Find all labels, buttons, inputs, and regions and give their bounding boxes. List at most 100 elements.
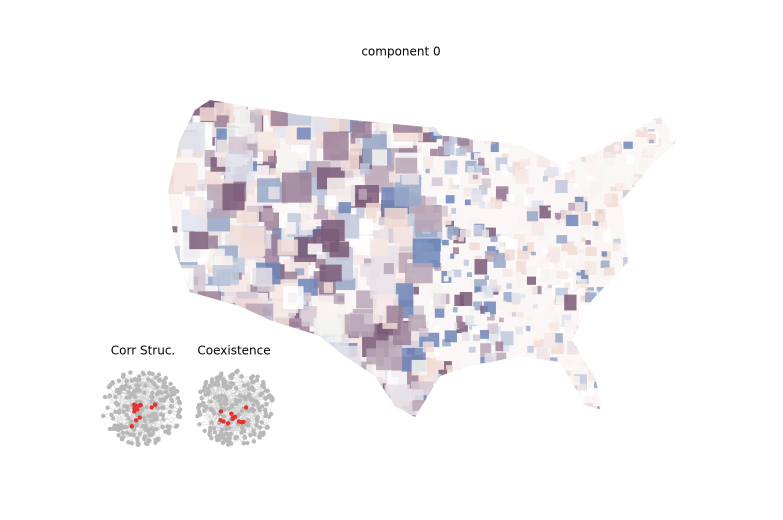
county: [455, 100, 464, 106]
node: [225, 436, 231, 441]
county: [534, 413, 547, 417]
county: [656, 217, 669, 231]
node: [259, 420, 264, 425]
county: [474, 363, 486, 373]
county: [589, 148, 594, 155]
county: [349, 402, 368, 417]
county: [606, 328, 618, 340]
county: [535, 393, 547, 407]
county: [168, 226, 178, 233]
county: [393, 226, 413, 247]
county: [644, 148, 654, 156]
node: [118, 387, 124, 392]
county: [224, 233, 235, 246]
county: [484, 250, 497, 262]
node: [113, 394, 118, 400]
node: [121, 374, 126, 379]
county: [677, 403, 678, 408]
node: [264, 401, 269, 407]
county: [222, 183, 245, 211]
county: [393, 417, 405, 430]
county: [235, 109, 250, 127]
county: [230, 310, 260, 344]
node: [166, 430, 172, 436]
county: [669, 131, 678, 142]
county: [567, 375, 580, 386]
county: [535, 415, 541, 417]
county: [620, 100, 626, 105]
county: [553, 420, 562, 430]
county: [662, 166, 674, 177]
county: [451, 269, 462, 278]
county: [359, 163, 370, 175]
county: [521, 130, 530, 137]
county: [226, 331, 243, 344]
node: [139, 407, 145, 412]
node: [140, 424, 146, 429]
county: [300, 357, 329, 394]
node: [233, 435, 238, 441]
county: [514, 394, 526, 403]
county: [600, 351, 608, 359]
node: [120, 430, 125, 436]
county: [500, 164, 507, 171]
county: [677, 270, 678, 275]
county: [460, 221, 468, 230]
county: [269, 329, 284, 344]
county: [261, 208, 274, 222]
county: [283, 286, 304, 309]
county: [482, 167, 490, 175]
county: [574, 275, 582, 281]
county: [549, 322, 560, 332]
county: [531, 200, 544, 214]
node: [235, 368, 240, 373]
county: [583, 188, 595, 202]
county: [396, 416, 420, 417]
county: [594, 208, 606, 222]
county: [465, 315, 475, 326]
county: [440, 213, 452, 225]
county: [477, 368, 487, 376]
node: [129, 419, 134, 424]
county: [480, 408, 492, 417]
county: [625, 393, 630, 399]
node: [208, 383, 213, 389]
county: [304, 385, 334, 407]
node: [177, 400, 183, 406]
node: [116, 427, 121, 432]
county: [190, 300, 217, 334]
county: [564, 119, 572, 127]
node: [149, 379, 155, 384]
county: [294, 412, 318, 417]
county: [464, 387, 472, 395]
county: [495, 157, 508, 171]
county: [547, 207, 552, 211]
county: [552, 313, 559, 322]
county: [640, 355, 649, 363]
edge: [145, 414, 164, 430]
node: [164, 384, 169, 390]
county: [467, 120, 479, 129]
node: [112, 423, 117, 428]
county: [484, 275, 490, 280]
node: [251, 428, 256, 433]
county: [273, 383, 292, 402]
node: [230, 403, 235, 408]
county: [598, 226, 606, 232]
county: [674, 327, 678, 334]
county: [501, 300, 507, 305]
county: [585, 406, 598, 417]
county: [542, 176, 548, 182]
county: [543, 100, 554, 111]
edge: [162, 414, 177, 427]
county: [395, 157, 418, 174]
node: [221, 377, 226, 382]
county: [564, 116, 577, 127]
county: [668, 369, 675, 377]
county: [584, 152, 591, 161]
county: [559, 119, 565, 126]
county: [670, 160, 678, 169]
county: [446, 409, 454, 417]
county: [564, 143, 576, 157]
edge: [139, 377, 166, 380]
